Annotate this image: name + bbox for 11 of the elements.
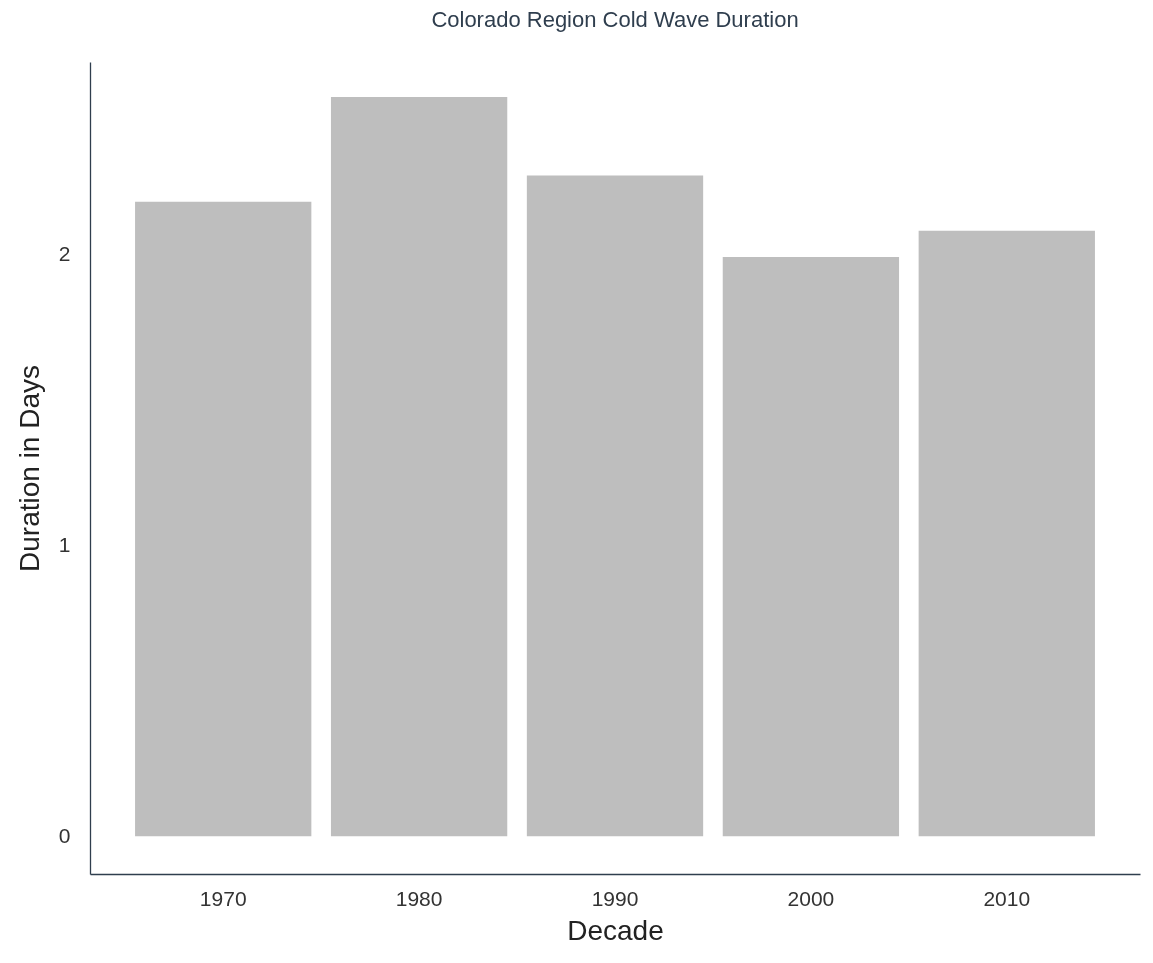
- x-tick-label: 2010: [983, 886, 1031, 910]
- x-tick-label: 2000: [787, 886, 835, 910]
- chart-title: Colorado Region Cold Wave Duration: [431, 7, 799, 32]
- y-tick-label: 1: [58, 532, 71, 556]
- y-tick-label: 2: [58, 241, 71, 265]
- x-tick-label: 1990: [591, 886, 639, 910]
- y-axis-title: Duration in Days: [13, 365, 45, 572]
- y-tick-label: 0: [58, 823, 71, 847]
- x-axis-title: Decade: [567, 914, 664, 946]
- x-tick-label: 1970: [199, 886, 247, 910]
- x-tick-label: 1980: [395, 886, 443, 910]
